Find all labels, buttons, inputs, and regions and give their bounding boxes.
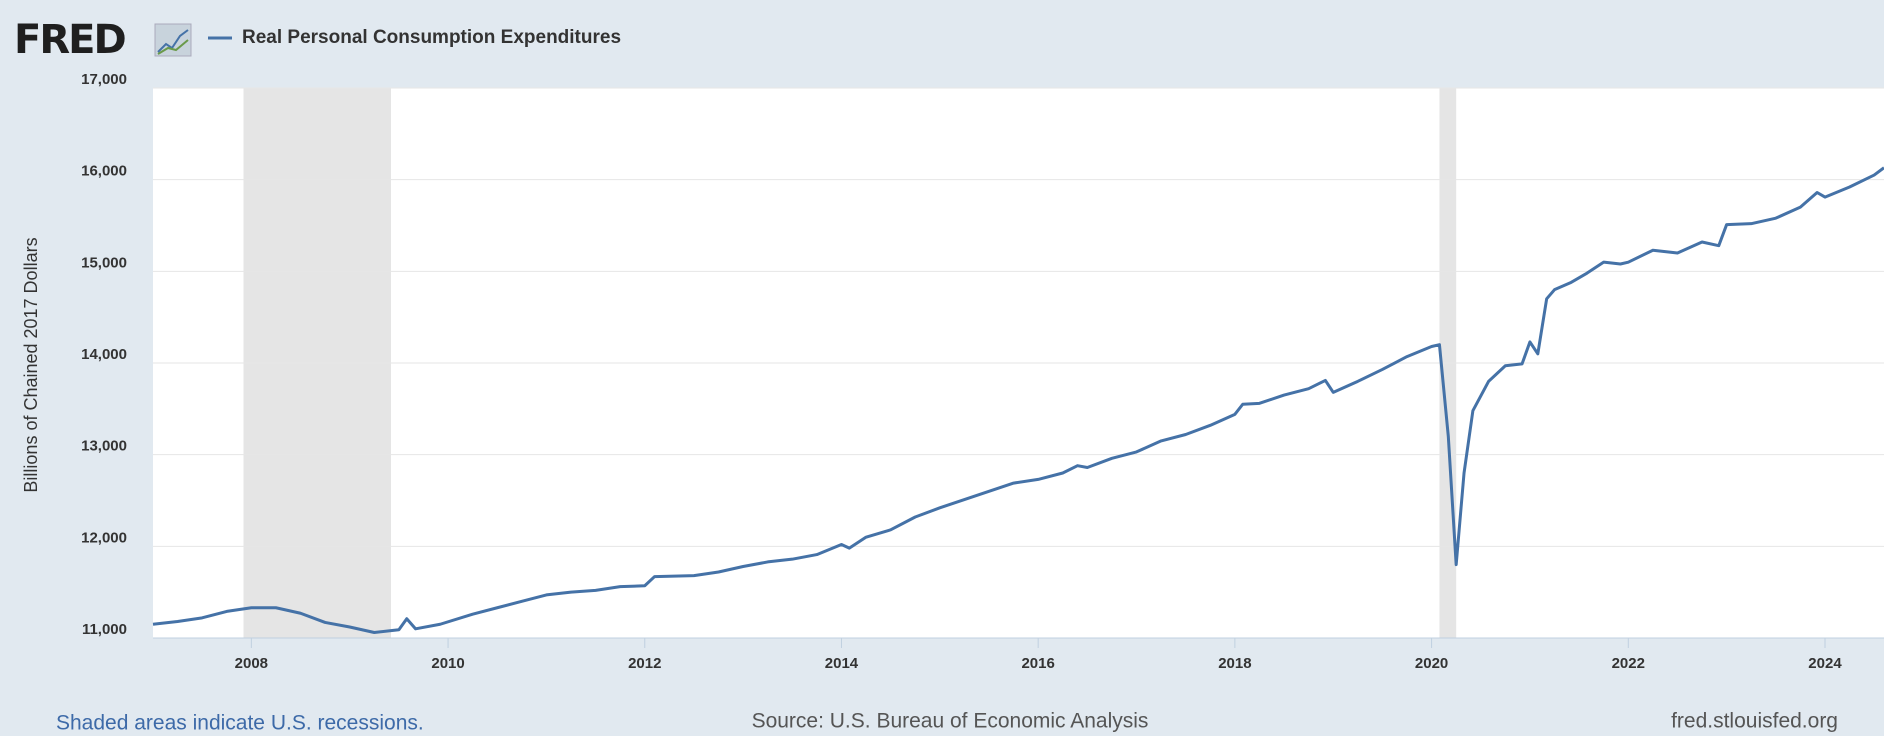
x-tick-label: 2014 xyxy=(825,655,859,672)
y-tick-label: 11,000 xyxy=(82,621,127,638)
site: fred.stlouisfed.org xyxy=(1671,710,1838,733)
legend-label: Real Personal Consumption Expenditures xyxy=(242,27,621,48)
y-tick-label: 14,000 xyxy=(81,346,127,363)
y-axis-label: Billions of Chained 2017 Dollars xyxy=(21,237,41,492)
recession-note: Shaded areas indicate U.S. recessions. xyxy=(56,712,424,735)
y-tick-label: 13,000 xyxy=(81,438,127,455)
x-tick-label: 2020 xyxy=(1415,655,1448,672)
y-tick-label: 16,000 xyxy=(81,163,127,180)
y-tick-label: 15,000 xyxy=(81,254,127,271)
source: Source: U.S. Bureau of Economic Analysis xyxy=(752,710,1149,733)
icon-frame xyxy=(154,23,192,57)
icon-line xyxy=(157,39,189,55)
x-tick-label: 2018 xyxy=(1218,655,1251,672)
logo: FRED xyxy=(14,17,125,63)
x-tick-label: 2022 xyxy=(1612,655,1645,672)
x-tick-label: 2024 xyxy=(1808,655,1842,672)
series-line xyxy=(152,166,1884,634)
x-tick-label: 2012 xyxy=(628,655,661,672)
logo-icon xyxy=(154,23,192,57)
x-tick-label: 2008 xyxy=(235,655,268,672)
y-tick-label: 12,000 xyxy=(81,529,127,546)
x-tick-label: 2010 xyxy=(431,655,464,672)
x-tick-label: 2016 xyxy=(1021,655,1054,672)
y-tick-label: 17,000 xyxy=(81,71,127,88)
